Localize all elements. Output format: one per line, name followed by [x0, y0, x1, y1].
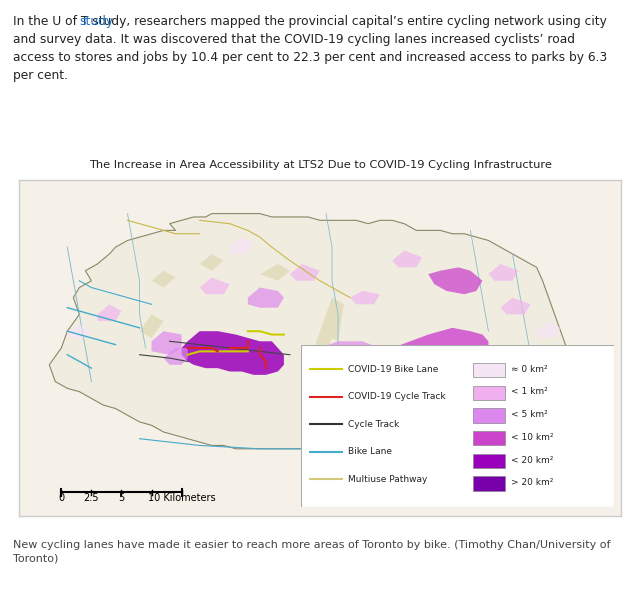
- Polygon shape: [350, 291, 380, 304]
- Polygon shape: [428, 268, 483, 294]
- Polygon shape: [320, 298, 344, 341]
- Polygon shape: [97, 304, 122, 321]
- Polygon shape: [182, 331, 284, 375]
- FancyBboxPatch shape: [474, 431, 504, 445]
- Polygon shape: [320, 341, 380, 368]
- Text: COVID-19 Cycle Track: COVID-19 Cycle Track: [348, 392, 445, 401]
- FancyBboxPatch shape: [474, 363, 504, 377]
- Text: 5: 5: [118, 493, 125, 503]
- Polygon shape: [488, 264, 518, 281]
- Polygon shape: [152, 271, 175, 287]
- FancyBboxPatch shape: [474, 454, 504, 468]
- FancyBboxPatch shape: [301, 345, 614, 507]
- Polygon shape: [200, 254, 224, 271]
- Text: 0: 0: [58, 493, 65, 503]
- Text: New cycling lanes have made it easier to reach more areas of Toronto by bike. (T: New cycling lanes have made it easier to…: [13, 540, 611, 563]
- Text: N: N: [513, 389, 524, 402]
- Polygon shape: [164, 348, 188, 365]
- Polygon shape: [260, 264, 290, 281]
- Polygon shape: [230, 237, 254, 254]
- Text: < 1 km²: < 1 km²: [511, 388, 548, 397]
- FancyBboxPatch shape: [474, 385, 504, 400]
- Polygon shape: [500, 298, 531, 314]
- Text: < 10 km²: < 10 km²: [511, 433, 554, 442]
- Text: ≈ 0 km²: ≈ 0 km²: [511, 365, 548, 374]
- Text: < 5 km²: < 5 km²: [511, 410, 548, 419]
- FancyBboxPatch shape: [474, 476, 504, 491]
- Text: In the U of T study, researchers mapped the provincial capital’s entire cycling : In the U of T study, researchers mapped …: [13, 15, 607, 82]
- Text: 10 Kilometers: 10 Kilometers: [148, 493, 216, 503]
- Polygon shape: [536, 321, 561, 338]
- Text: Multiuse Pathway: Multiuse Pathway: [348, 475, 428, 484]
- Polygon shape: [248, 287, 284, 308]
- FancyBboxPatch shape: [474, 408, 504, 423]
- Text: study: study: [79, 15, 113, 28]
- Polygon shape: [374, 328, 488, 388]
- Polygon shape: [290, 264, 320, 281]
- Text: 2.5: 2.5: [84, 493, 99, 503]
- Text: < 20 km²: < 20 km²: [511, 455, 554, 464]
- Text: Bike Lane: Bike Lane: [348, 448, 392, 457]
- Text: > 20 km²: > 20 km²: [511, 478, 554, 487]
- Text: The Increase in Area Accessibility at LTS2 Due to COVID-19 Cycling Infrastructur: The Increase in Area Accessibility at LT…: [88, 160, 552, 170]
- Text: Cycle Track: Cycle Track: [348, 420, 399, 429]
- Polygon shape: [152, 331, 182, 355]
- Polygon shape: [308, 331, 332, 371]
- Polygon shape: [49, 214, 579, 455]
- Polygon shape: [67, 325, 92, 338]
- Text: COVID-19 Bike Lane: COVID-19 Bike Lane: [348, 365, 438, 374]
- Polygon shape: [392, 251, 422, 268]
- Polygon shape: [140, 314, 164, 338]
- Polygon shape: [200, 277, 230, 294]
